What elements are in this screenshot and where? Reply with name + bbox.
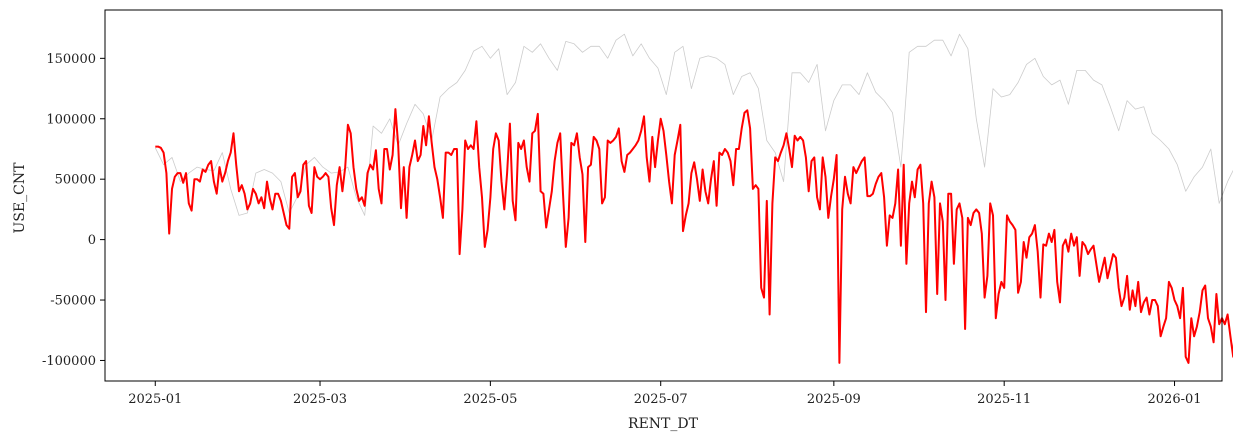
x-tick-label: 2025-05	[463, 392, 517, 407]
y-tick-label: 100000	[46, 112, 96, 127]
x-tick-label: 2025-09	[807, 392, 861, 407]
y-axis-label: USE_CNT	[12, 162, 28, 234]
y-tick-label: 150000	[46, 52, 96, 67]
x-tick-label: 2025-11	[977, 392, 1031, 407]
y-axis: -100000 -50000 0 50000 100000 150000	[42, 52, 105, 369]
y-tick-label: 50000	[55, 173, 96, 188]
x-tick-label: 2025-07	[634, 392, 688, 407]
x-tick-label: 2026-01	[1148, 392, 1202, 407]
y-tick-label: -50000	[50, 294, 96, 309]
y-tick-label: 0	[88, 233, 96, 248]
x-tick-label: 2025-01	[128, 392, 182, 407]
x-axis-label: RENT_DT	[628, 416, 699, 432]
plot-area	[154, 33, 1233, 364]
series-line-2	[155, 108, 1233, 364]
series-line-1	[154, 33, 1233, 216]
y-tick-label: -100000	[42, 354, 96, 369]
x-axis: 2025-01 2025-03 2025-05 2025-07 2025-09 2025-…	[128, 381, 1202, 407]
plot-frame	[104, 9, 1223, 382]
x-tick-label: 2025-03	[293, 392, 347, 407]
